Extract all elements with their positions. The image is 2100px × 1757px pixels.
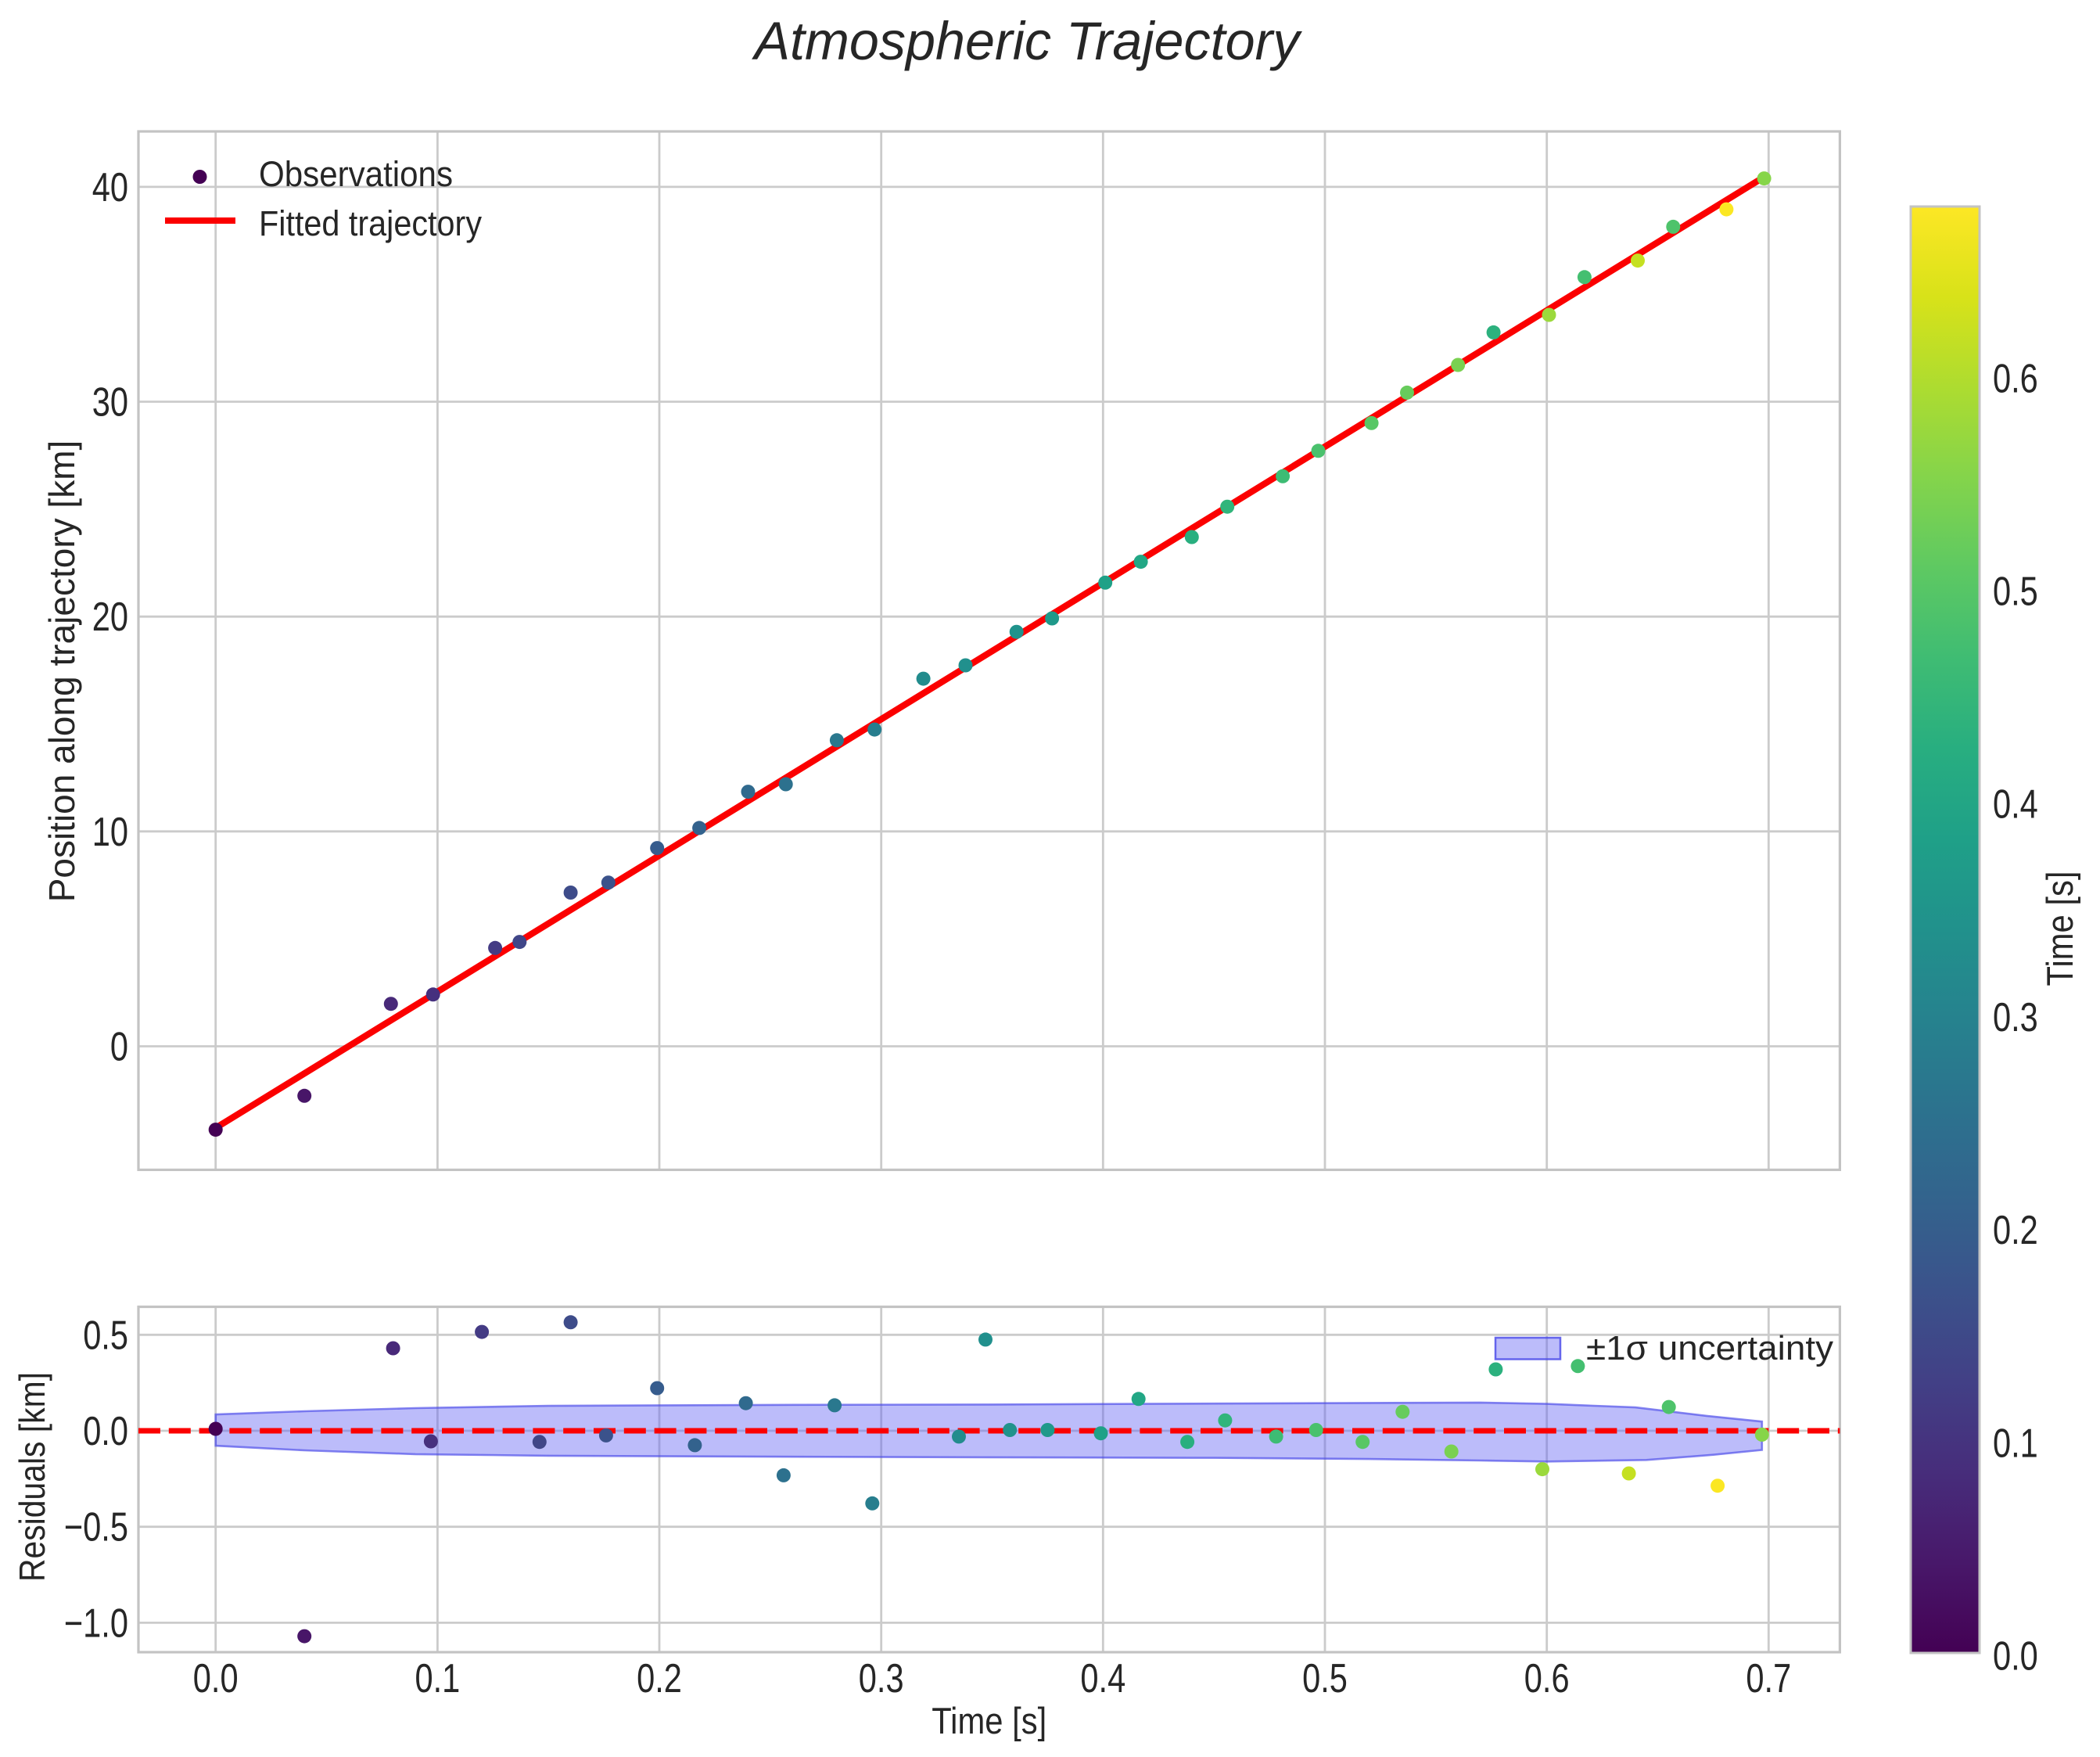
svg-text:0.0: 0.0 <box>1993 1634 2038 1680</box>
svg-text:0.4: 0.4 <box>1993 782 2038 828</box>
svg-text:0.2: 0.2 <box>1993 1208 2038 1253</box>
svg-text:0.1: 0.1 <box>1993 1421 2038 1466</box>
svg-text:0.3: 0.3 <box>859 1656 904 1701</box>
svg-text:0.0: 0.0 <box>83 1409 128 1454</box>
svg-text:Time [s]: Time [s] <box>932 1700 1046 1741</box>
svg-text:−1.0: −1.0 <box>64 1601 128 1646</box>
svg-text:0.6: 0.6 <box>1524 1656 1570 1701</box>
svg-text:Time [s]: Time [s] <box>2039 871 2080 986</box>
svg-text:Fitted trajectory: Fitted trajectory <box>259 203 482 243</box>
svg-text:Residuals [km]: Residuals [km] <box>12 1372 52 1582</box>
svg-text:0.2: 0.2 <box>637 1656 682 1701</box>
svg-text:Atmospheric Trajectory: Atmospheric Trajectory <box>751 12 1302 71</box>
svg-text:±1σ uncertainty: ±1σ uncertainty <box>1586 1329 1833 1367</box>
svg-text:−0.5: −0.5 <box>64 1505 128 1550</box>
svg-text:10: 10 <box>92 810 128 855</box>
svg-text:30: 30 <box>92 380 128 426</box>
svg-text:40: 40 <box>92 165 128 210</box>
svg-text:0.5: 0.5 <box>1993 569 2038 615</box>
svg-text:Position along trajectory [km]: Position along trajectory [km] <box>41 440 82 903</box>
svg-text:0.1: 0.1 <box>415 1656 461 1701</box>
svg-text:0.7: 0.7 <box>1746 1656 1791 1701</box>
svg-text:0.0: 0.0 <box>193 1656 239 1701</box>
svg-text:0.6: 0.6 <box>1993 356 2038 401</box>
svg-text:0.5: 0.5 <box>1302 1656 1348 1701</box>
svg-text:0.5: 0.5 <box>83 1313 128 1358</box>
svg-text:0.4: 0.4 <box>1080 1656 1125 1701</box>
svg-text:0: 0 <box>110 1025 128 1070</box>
svg-text:0.3: 0.3 <box>1993 995 2038 1040</box>
svg-text:Observations: Observations <box>259 154 453 194</box>
svg-text:20: 20 <box>92 595 128 640</box>
